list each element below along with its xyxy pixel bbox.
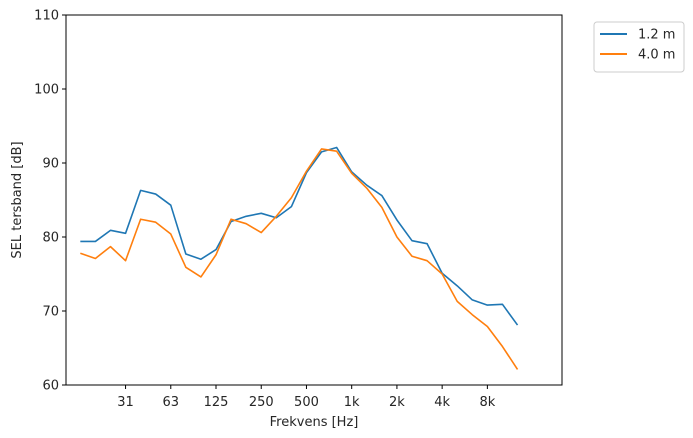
x-tick-label: 125	[204, 395, 229, 410]
x-tick-label: 2k	[389, 395, 405, 410]
plot-frame	[65, 14, 563, 386]
x-tick-label: 1k	[344, 395, 360, 410]
y-tick-label: 60	[42, 379, 59, 394]
plot-lines	[80, 146, 519, 370]
x-tick-label: 250	[249, 395, 274, 410]
x-tick-label: 4k	[434, 395, 450, 410]
y-axis: 60 70 80 90 100 110	[34, 9, 66, 394]
x-tick-label: 8k	[479, 395, 495, 410]
y-axis-label: SEL tersband [dB]	[10, 141, 25, 258]
legend: 1.2 m 4.0 m	[593, 21, 685, 73]
y-tick-label: 110	[34, 9, 59, 24]
x-tick-label: 500	[294, 395, 319, 410]
y-tick-label: 90	[42, 157, 59, 172]
y-tick-label: 80	[42, 231, 59, 246]
legend-label-1: 1.2 m	[638, 28, 675, 43]
x-tick-label: 63	[163, 395, 180, 410]
series-line-1	[80, 146, 519, 326]
series-line-2	[80, 148, 519, 370]
y-tick-label: 70	[42, 305, 59, 320]
x-axis: 31 63 125 250 500 1k 2k 4k 8k	[117, 385, 496, 410]
y-tick-label: 100	[34, 83, 59, 98]
x-axis-label: Frekvens [Hz]	[270, 415, 359, 430]
legend-label-2: 4.0 m	[638, 48, 675, 63]
x-tick-label: 31	[117, 395, 134, 410]
